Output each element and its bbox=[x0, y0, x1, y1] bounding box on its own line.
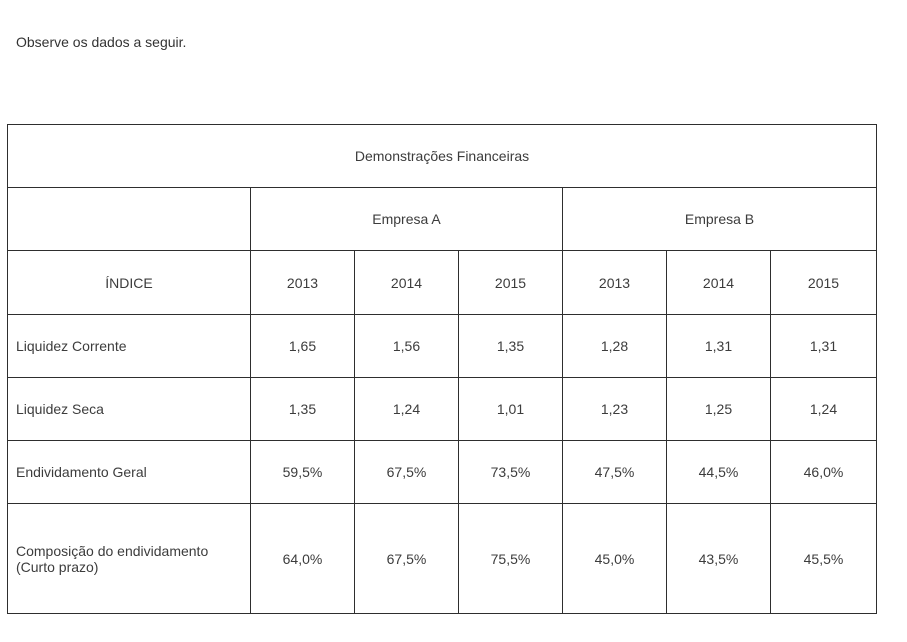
table-cell: 1,01 bbox=[458, 377, 563, 441]
index-header: ÍNDICE bbox=[7, 250, 251, 315]
year-header: 2014 bbox=[354, 250, 459, 315]
table-title-row: Demonstrações Financeiras bbox=[7, 124, 877, 188]
company-a-header: Empresa A bbox=[250, 187, 563, 251]
table-cell: 45,0% bbox=[562, 503, 667, 614]
intro-text: Observe os dados a seguir. bbox=[16, 34, 187, 50]
year-header: 2013 bbox=[250, 250, 355, 315]
year-header: 2015 bbox=[458, 250, 563, 315]
company-b-header: Empresa B bbox=[562, 187, 877, 251]
table-row: Endividamento Geral 59,5% 67,5% 73,5% 47… bbox=[7, 440, 877, 504]
table-cell: 75,5% bbox=[458, 503, 563, 614]
table-row: Liquidez Corrente 1,65 1,56 1,35 1,28 1,… bbox=[7, 314, 877, 378]
row-label: Liquidez Seca bbox=[7, 377, 251, 441]
year-header: 2014 bbox=[666, 250, 771, 315]
table-cell: 1,24 bbox=[770, 377, 877, 441]
table-cell: 47,5% bbox=[562, 440, 667, 504]
table-cell: 1,56 bbox=[354, 314, 459, 378]
table-cell: 45,5% bbox=[770, 503, 877, 614]
table-cell: 1,31 bbox=[770, 314, 877, 378]
table-cell: 1,31 bbox=[666, 314, 771, 378]
table-cell: 59,5% bbox=[250, 440, 355, 504]
table-row: Composição do endividamento (Curto prazo… bbox=[7, 503, 877, 614]
year-header: 2013 bbox=[562, 250, 667, 315]
table-cell: 64,0% bbox=[250, 503, 355, 614]
row-label: Endividamento Geral bbox=[7, 440, 251, 504]
company-header-row: Empresa A Empresa B bbox=[7, 187, 877, 251]
table-row: Liquidez Seca 1,35 1,24 1,01 1,23 1,25 1… bbox=[7, 377, 877, 441]
empty-header-cell bbox=[7, 187, 251, 251]
year-header-row: ÍNDICE 2013 2014 2015 2013 2014 2015 bbox=[7, 250, 877, 315]
table-cell: 46,0% bbox=[770, 440, 877, 504]
financial-statements-table: Demonstrações Financeiras Empresa A Empr… bbox=[7, 124, 877, 614]
table-cell: 1,35 bbox=[458, 314, 563, 378]
table-title: Demonstrações Financeiras bbox=[7, 124, 877, 188]
table-cell: 1,35 bbox=[250, 377, 355, 441]
table-cell: 67,5% bbox=[354, 440, 459, 504]
table-cell: 67,5% bbox=[354, 503, 459, 614]
table-cell: 43,5% bbox=[666, 503, 771, 614]
table-cell: 1,25 bbox=[666, 377, 771, 441]
table-cell: 1,23 bbox=[562, 377, 667, 441]
row-label: Composição do endividamento (Curto prazo… bbox=[7, 503, 251, 614]
table-cell: 1,65 bbox=[250, 314, 355, 378]
table-cell: 1,28 bbox=[562, 314, 667, 378]
year-header: 2015 bbox=[770, 250, 877, 315]
table-cell: 1,24 bbox=[354, 377, 459, 441]
table-cell: 44,5% bbox=[666, 440, 771, 504]
row-label: Liquidez Corrente bbox=[7, 314, 251, 378]
table-cell: 73,5% bbox=[458, 440, 563, 504]
